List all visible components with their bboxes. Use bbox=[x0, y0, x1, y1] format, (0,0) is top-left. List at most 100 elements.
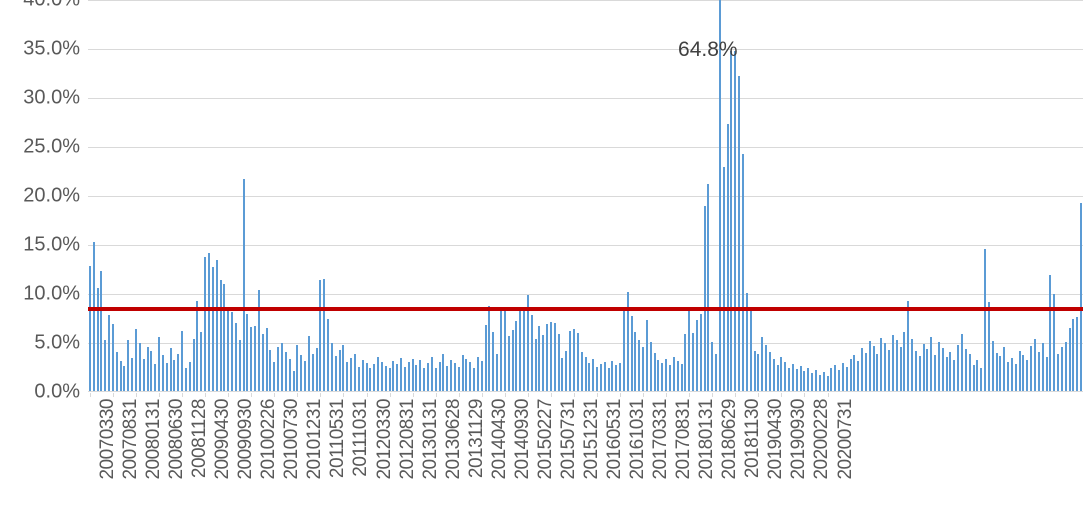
bar bbox=[907, 300, 910, 392]
bar bbox=[507, 336, 510, 392]
x-axis-tick-mark bbox=[228, 393, 229, 397]
bar bbox=[238, 340, 241, 392]
bar bbox=[265, 328, 268, 392]
bar bbox=[392, 360, 395, 392]
bar bbox=[657, 359, 660, 392]
bar bbox=[526, 294, 529, 392]
bar bbox=[1030, 345, 1033, 392]
bar bbox=[680, 363, 683, 392]
x-axis-tick-label: 20200228 bbox=[811, 399, 833, 480]
bar bbox=[830, 367, 833, 392]
bar bbox=[476, 356, 479, 392]
x-axis-tick-mark bbox=[666, 393, 667, 397]
x-axis-tick-label: 20181130 bbox=[742, 399, 764, 479]
bar bbox=[92, 242, 95, 392]
bar bbox=[369, 367, 372, 392]
gridline bbox=[88, 0, 1083, 1]
y-axis: 0.0% 5.0% 10.0% 15.0% 20.0% 25.0% 30.0% 35.0% 40… bbox=[0, 0, 88, 403]
bar bbox=[784, 361, 787, 392]
gridline bbox=[88, 49, 1083, 50]
bar bbox=[626, 292, 629, 392]
bar bbox=[315, 347, 318, 392]
bar bbox=[250, 327, 253, 392]
bar bbox=[799, 365, 802, 392]
bar bbox=[945, 356, 948, 392]
bar bbox=[922, 343, 925, 392]
bar bbox=[838, 370, 841, 392]
bar bbox=[695, 320, 698, 392]
bar bbox=[284, 351, 287, 392]
x-axis-tick-label: 20190430 bbox=[765, 399, 787, 480]
bar bbox=[457, 366, 460, 392]
bar bbox=[311, 353, 314, 392]
bar bbox=[872, 345, 875, 392]
bar bbox=[665, 358, 668, 392]
bar bbox=[703, 205, 706, 392]
bar bbox=[1033, 339, 1036, 392]
bar bbox=[388, 368, 391, 392]
bar bbox=[184, 367, 187, 392]
threshold-line bbox=[88, 306, 1083, 311]
bar bbox=[826, 376, 829, 392]
bar bbox=[937, 342, 940, 392]
bar bbox=[123, 365, 126, 392]
bar bbox=[296, 344, 299, 392]
bar bbox=[281, 343, 283, 392]
bar bbox=[423, 367, 426, 392]
bar bbox=[999, 355, 1002, 392]
bar bbox=[753, 350, 756, 392]
x-axis-tick-mark bbox=[758, 393, 759, 397]
bar bbox=[403, 366, 406, 392]
bar bbox=[196, 300, 199, 392]
bar bbox=[1053, 294, 1056, 392]
bar bbox=[488, 305, 491, 392]
bar bbox=[803, 371, 806, 392]
bar bbox=[884, 343, 887, 392]
y-axis-tick-label: 5.0% bbox=[34, 331, 80, 354]
bar bbox=[861, 347, 864, 392]
x-axis-tick-mark bbox=[735, 393, 736, 397]
bar bbox=[576, 333, 579, 392]
bar bbox=[181, 331, 184, 392]
bar bbox=[538, 326, 541, 392]
bar bbox=[841, 362, 844, 392]
bar bbox=[834, 364, 837, 392]
bar bbox=[661, 362, 664, 392]
bar bbox=[795, 369, 798, 392]
bar bbox=[995, 352, 998, 392]
bar bbox=[415, 364, 418, 392]
bar bbox=[864, 352, 867, 392]
bar bbox=[722, 166, 725, 392]
bar bbox=[853, 354, 856, 392]
bar bbox=[323, 279, 326, 392]
bar bbox=[930, 337, 933, 392]
x-axis-tick-label: 20140930 bbox=[511, 399, 533, 480]
x-axis-tick-label: 20161031 bbox=[627, 399, 649, 480]
x-axis-tick-label: 20140430 bbox=[488, 399, 510, 480]
bar bbox=[688, 308, 691, 392]
bar bbox=[669, 364, 672, 392]
bar bbox=[108, 314, 111, 392]
bar bbox=[638, 340, 641, 392]
bar bbox=[503, 307, 506, 392]
bar bbox=[699, 313, 702, 392]
bar bbox=[300, 354, 303, 392]
y-axis-tick-label: 15.0% bbox=[23, 233, 80, 256]
bar bbox=[346, 361, 349, 392]
bar bbox=[342, 344, 345, 392]
bar bbox=[749, 310, 752, 392]
bar bbox=[127, 340, 130, 392]
x-axis-tick-mark bbox=[205, 393, 206, 397]
bar bbox=[761, 337, 764, 392]
bar bbox=[780, 356, 783, 392]
x-axis-tick-mark bbox=[251, 393, 252, 397]
bar bbox=[269, 349, 272, 392]
bar bbox=[692, 333, 695, 392]
bar bbox=[968, 353, 971, 392]
bar bbox=[169, 347, 172, 392]
bar bbox=[338, 349, 341, 392]
bar bbox=[361, 359, 364, 392]
bar bbox=[350, 357, 353, 392]
bar bbox=[549, 322, 552, 392]
x-axis-tick-mark bbox=[597, 393, 598, 397]
